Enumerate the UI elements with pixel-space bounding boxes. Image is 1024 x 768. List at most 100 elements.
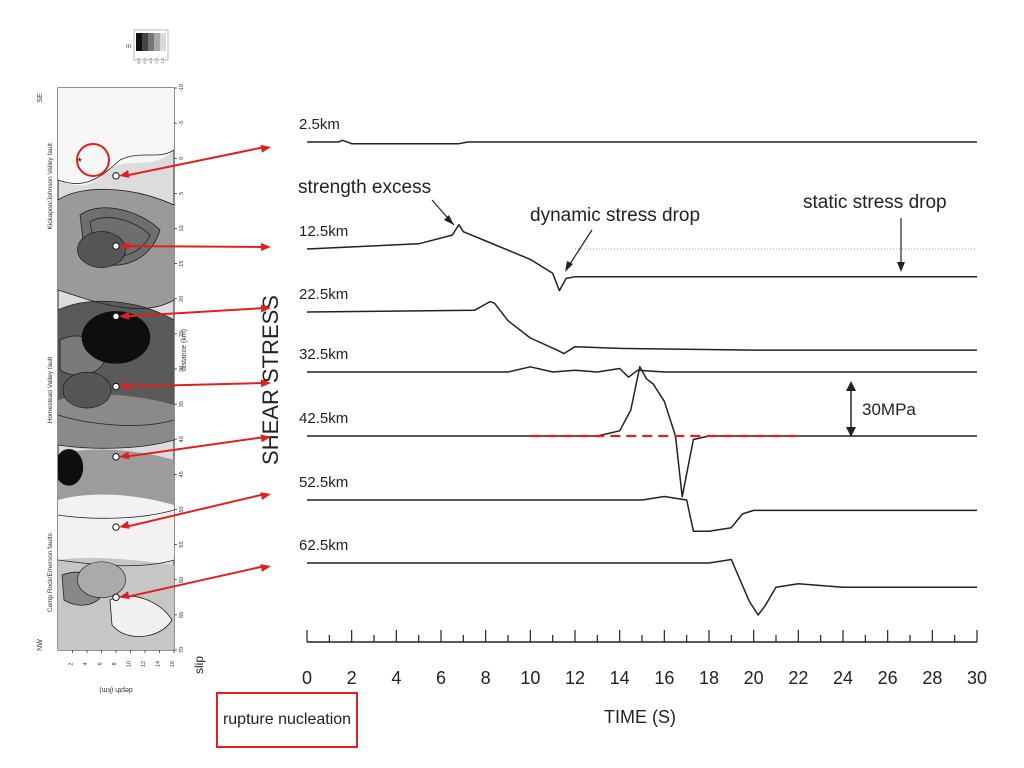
scale-bar: 30MPa — [846, 381, 916, 437]
depth-tick-label: 16 — [170, 661, 176, 667]
station-marker — [112, 172, 120, 180]
scale-bar-arrow-down — [846, 427, 856, 437]
depth-tick-label: 4 — [83, 662, 89, 665]
time-tick-label: 20 — [744, 668, 764, 688]
stress-trace — [306, 300, 977, 355]
trace-depth-label: 22.5km — [299, 286, 348, 303]
scale-bar-label: 30MPa — [862, 400, 916, 419]
legend-level-label: 8.0 — [136, 57, 141, 63]
distance-tick-label: 65 — [179, 612, 185, 618]
legend-level-label: 4.0 — [148, 57, 153, 63]
nucleation-highlight — [76, 143, 110, 177]
station-marker — [112, 242, 120, 250]
distance-tick-label: 35 — [179, 401, 185, 407]
slip-patch — [77, 561, 126, 599]
connector-arrowhead — [260, 144, 271, 153]
end-label-nw: NW — [37, 639, 44, 651]
legend-level-label: 2.0 — [154, 57, 159, 63]
stress-trace — [307, 558, 977, 616]
distance-tick-label: 10 — [179, 225, 185, 231]
connector-arrowhead — [119, 170, 130, 178]
time-tick-label: 26 — [878, 668, 898, 688]
distance-tick-label: 60 — [179, 577, 185, 583]
scale-bar-arrow-up — [846, 381, 856, 391]
slip-patch — [77, 231, 126, 268]
distance-tick-label: 25 — [179, 331, 185, 337]
time-axis: 0 2 4 6 8 10 12 14 16 18 20 22 24 26 28 30 — [302, 630, 987, 688]
contour-line — [58, 149, 174, 184]
connector-arrowhead — [119, 521, 130, 529]
annotation-dynamic-stress-drop: dynamic stress drop — [530, 205, 700, 272]
depth-tick-label: 12 — [141, 661, 147, 667]
stress-trace — [307, 366, 977, 378]
distance-tick-label: 15 — [179, 261, 185, 267]
connector-arrow — [124, 146, 266, 177]
stress-trace — [306, 223, 977, 292]
time-tick-label: 0 — [302, 668, 312, 688]
rupture-nucleation-label: rupture nucleation — [222, 711, 352, 728]
annotation-dynamic-stress-drop-label: dynamic stress drop — [530, 205, 700, 226]
connector-arrowhead — [260, 242, 271, 251]
contour-line — [58, 559, 174, 567]
time-tick-label: 18 — [699, 668, 719, 688]
legend-swatch — [136, 33, 142, 51]
connector-arrowhead — [260, 564, 271, 572]
legend-swatch — [154, 33, 160, 51]
distance-tick-label: -10 — [179, 84, 185, 92]
connector-arrow — [124, 565, 266, 599]
legend-level-label: 6.0 — [142, 57, 147, 63]
annotation-static-stress-drop: static stress drop — [803, 192, 947, 272]
time-tick-label: 24 — [833, 668, 853, 688]
connector-arrow — [124, 382, 266, 388]
time-tick-label: 6 — [436, 668, 446, 688]
hypocenter-star-icon: * — [77, 155, 82, 169]
end-label-se: SE — [37, 93, 44, 103]
time-tick-label: 22 — [788, 668, 808, 688]
slip-region-light-patch — [110, 596, 172, 637]
connector-arrowhead — [119, 591, 130, 600]
stress-trace — [307, 495, 977, 532]
strength-excess-arrowhead — [444, 215, 454, 225]
trace-depth-label: 52.5km — [299, 474, 348, 491]
depth-tick-label: 8 — [112, 662, 118, 665]
connector-arrowhead — [260, 492, 271, 501]
legend-level-label: 1.0 — [160, 57, 165, 63]
contour-line — [58, 439, 174, 449]
trace-depth-label: 2.5km — [299, 116, 340, 133]
slip-map: m 8.0 6.0 4.0 2.0 1.0 SE NW Kickapoo/Johnson… — [37, 29, 206, 693]
distance-axis-label: distance (km) — [181, 329, 188, 371]
slip-legend: m 8.0 6.0 4.0 2.0 1.0 — [126, 29, 169, 64]
distance-tick-label: -5 — [179, 121, 185, 126]
connector-arrow — [124, 307, 266, 318]
trace-depth-label: 32.5km — [299, 346, 348, 363]
distance-tick-label: 50 — [179, 506, 185, 512]
distance-tick-label: 55 — [179, 542, 185, 548]
fault-segment-label: Camp Rock/Emerson faults — [47, 532, 54, 612]
dynamic-drop-arrowhead — [565, 261, 573, 272]
time-tick-label: 4 — [391, 668, 401, 688]
slip-map-contour-lines — [58, 149, 174, 637]
trace-depth-label: 12.5km — [299, 223, 348, 240]
contour-line — [58, 188, 174, 206]
time-tick-label: 8 — [481, 668, 491, 688]
x-axis-label: TIME (S) — [604, 707, 676, 727]
annotation-static-stress-drop-label: static stress drop — [803, 192, 947, 213]
connector-arrowhead — [119, 311, 130, 320]
trace-depth-label: 62.5km — [299, 537, 348, 554]
annotation-strength-excess-label: strength excess — [298, 177, 431, 198]
time-tick-label: 14 — [610, 668, 630, 688]
depth-tick-label: 6 — [98, 662, 104, 665]
time-tick-label: 28 — [922, 668, 942, 688]
contour-line — [58, 509, 174, 519]
contour-line — [58, 414, 174, 426]
time-tick-label: 16 — [654, 668, 674, 688]
legend-swatch — [142, 33, 148, 51]
station-marker — [112, 453, 120, 461]
distance-tick-label: 20 — [179, 296, 185, 302]
trace-depth-label: 42.5km — [299, 410, 348, 427]
legend-frame — [133, 29, 169, 61]
stress-panel: SHEAR STRESS 2.5km12.5km22.5km32.5km42.5… — [258, 116, 987, 727]
distance-tick-label: 0 — [179, 157, 185, 160]
depth-tick-label: 10 — [127, 661, 133, 667]
